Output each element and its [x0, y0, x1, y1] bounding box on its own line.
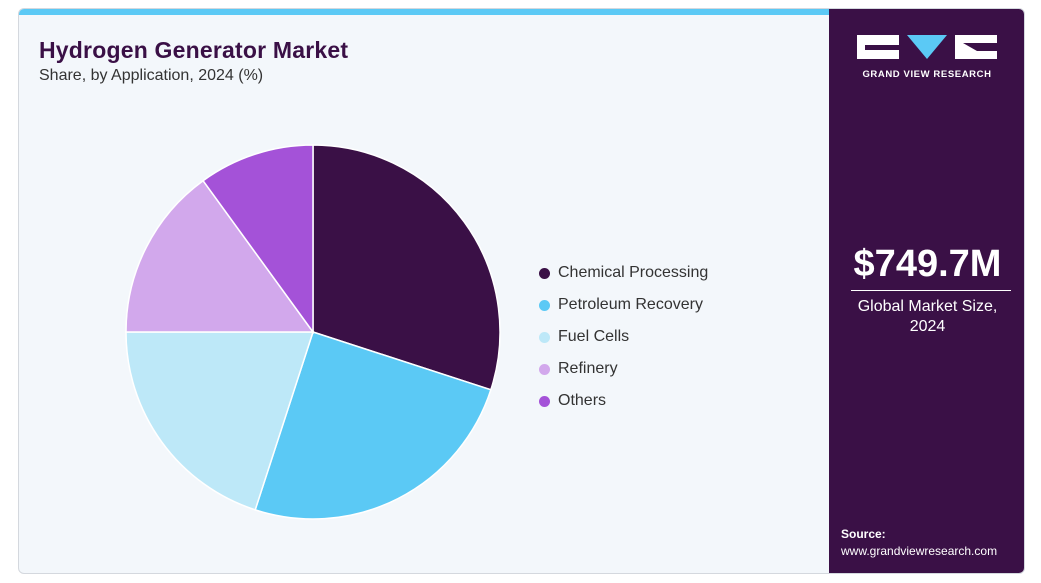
- brand-name: GRAND VIEW RESEARCH: [862, 69, 992, 80]
- legend-item: Fuel Cells: [539, 321, 708, 353]
- chart-card: Hydrogen Generator Market Share, by Appl…: [18, 8, 1025, 574]
- legend-swatch: [539, 363, 550, 375]
- legend-swatch: [539, 299, 550, 311]
- chart-title: Hydrogen Generator Market: [39, 37, 349, 63]
- pie-slice-others: [202, 144, 314, 335]
- pie-slice-petroleum-recovery: [254, 331, 492, 520]
- legend-swatch: [539, 267, 550, 279]
- kpi-divider: [851, 290, 1011, 291]
- market-size-label: Global Market Size, 2024: [857, 298, 998, 335]
- legend-label: Others: [558, 392, 607, 409]
- legend-label: Fuel Cells: [558, 328, 630, 345]
- legend-item: Chemical Processing: [539, 257, 708, 289]
- legend-swatch: [539, 395, 550, 407]
- source-link[interactable]: www.grandviewresearch.com: [841, 544, 998, 558]
- chart-subtitle: Share, by Application, 2024 (%): [39, 67, 264, 84]
- gvr-logo-icon: [857, 35, 997, 59]
- pie-slice-chemical-processing: [312, 144, 501, 391]
- pie-slice-fuel-cells: [125, 331, 315, 511]
- market-size-value: $749.7M: [853, 243, 1002, 285]
- legend-label: Refinery: [558, 360, 618, 377]
- legend-label: Chemical Processing: [558, 264, 709, 281]
- legend-label: Petroleum Recovery: [558, 296, 703, 313]
- source-label: Source:: [841, 527, 886, 541]
- sidebar-panel: GRAND VIEW RESEARCH $749.7M Global Marke…: [829, 9, 1024, 573]
- chart-legend: Chemical Processing Petroleum Recovery Fue…: [539, 257, 708, 417]
- accent-bar: [19, 9, 829, 15]
- brand-logo: GRAND VIEW RESEARCH: [857, 35, 997, 85]
- legend-item: Others: [539, 385, 708, 417]
- legend-item: Petroleum Recovery: [539, 289, 708, 321]
- pie-slice-refinery: [125, 179, 315, 333]
- legend-swatch: [539, 331, 550, 343]
- legend-item: Refinery: [539, 353, 708, 385]
- pie-chart: [125, 144, 501, 520]
